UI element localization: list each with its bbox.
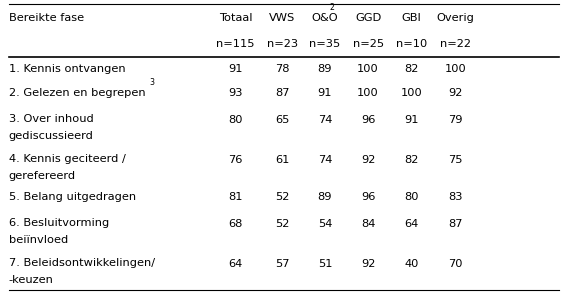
Text: Overig: Overig (437, 13, 474, 23)
Text: 40: 40 (404, 259, 419, 269)
Text: VWS: VWS (269, 13, 295, 23)
Text: 70: 70 (448, 259, 463, 269)
Text: 89: 89 (318, 192, 332, 202)
Text: 80: 80 (228, 115, 243, 125)
Text: 5. Belang uitgedragen: 5. Belang uitgedragen (9, 192, 136, 202)
Text: 93: 93 (228, 88, 243, 98)
Text: 74: 74 (318, 155, 332, 165)
Text: 92: 92 (448, 88, 463, 98)
Text: 52: 52 (275, 192, 290, 202)
Text: 76: 76 (228, 155, 243, 165)
Text: 2: 2 (329, 3, 334, 12)
Text: 2. Gelezen en begrepen: 2. Gelezen en begrepen (9, 88, 145, 98)
Text: 4. Kennis geciteerd /: 4. Kennis geciteerd / (9, 154, 126, 164)
Text: 92: 92 (361, 155, 375, 165)
Text: GGD: GGD (355, 13, 381, 23)
Text: beiïnvloed: beiïnvloed (9, 235, 68, 245)
Text: 96: 96 (361, 192, 375, 202)
Text: 61: 61 (275, 155, 290, 165)
Text: n=115: n=115 (216, 39, 255, 49)
Text: 91: 91 (228, 64, 243, 74)
Text: n=25: n=25 (353, 39, 383, 49)
Text: 79: 79 (448, 115, 463, 125)
Text: 100: 100 (357, 64, 379, 74)
Text: n=10: n=10 (396, 39, 428, 49)
Text: 65: 65 (275, 115, 290, 125)
Text: -keuzen: -keuzen (9, 275, 53, 285)
Text: n=35: n=35 (309, 39, 341, 49)
Text: 6. Besluitvorming: 6. Besluitvorming (9, 218, 108, 228)
Text: 7. Beleidsontwikkelingen/: 7. Beleidsontwikkelingen/ (9, 258, 154, 268)
Text: 57: 57 (275, 259, 290, 269)
Text: Totaal: Totaal (219, 13, 252, 23)
Text: 96: 96 (361, 115, 375, 125)
Text: 74: 74 (318, 115, 332, 125)
Text: 100: 100 (357, 88, 379, 98)
Text: 52: 52 (275, 219, 290, 229)
Text: 54: 54 (318, 219, 332, 229)
Text: 84: 84 (361, 219, 375, 229)
Text: 100: 100 (445, 64, 466, 74)
Text: n=22: n=22 (440, 39, 471, 49)
Text: 100: 100 (401, 88, 423, 98)
Text: 82: 82 (404, 155, 419, 165)
Text: Bereikte fase: Bereikte fase (9, 13, 83, 23)
Text: 87: 87 (275, 88, 290, 98)
Text: 91: 91 (318, 88, 332, 98)
Text: 78: 78 (275, 64, 290, 74)
Text: 92: 92 (361, 259, 375, 269)
Text: O&O: O&O (312, 13, 338, 23)
Text: 89: 89 (318, 64, 332, 74)
Text: n=23: n=23 (267, 39, 298, 49)
Text: 82: 82 (404, 64, 419, 74)
Text: 3: 3 (150, 79, 154, 87)
Text: 83: 83 (448, 192, 463, 202)
Text: 68: 68 (228, 219, 243, 229)
Text: 64: 64 (404, 219, 419, 229)
Text: gerefereerd: gerefereerd (9, 171, 76, 181)
Text: 87: 87 (448, 219, 463, 229)
Text: gediscussieerd: gediscussieerd (9, 131, 93, 141)
Text: 75: 75 (448, 155, 463, 165)
Text: 81: 81 (228, 192, 243, 202)
Text: 64: 64 (228, 259, 243, 269)
Text: 91: 91 (404, 115, 419, 125)
Text: 51: 51 (318, 259, 332, 269)
Text: GBI: GBI (402, 13, 421, 23)
Text: 1. Kennis ontvangen: 1. Kennis ontvangen (9, 64, 125, 74)
Text: 3. Over inhoud: 3. Over inhoud (9, 114, 93, 124)
Text: 80: 80 (404, 192, 419, 202)
